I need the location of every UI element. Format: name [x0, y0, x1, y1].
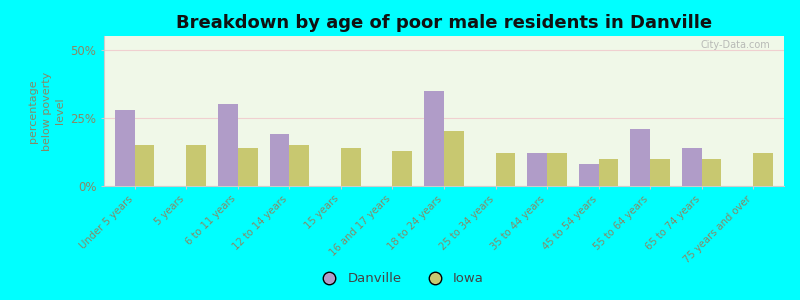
- Bar: [270, 134, 290, 186]
- Y-axis label: percentage
below poverty
level: percentage below poverty level: [29, 71, 65, 151]
- Bar: [341, 148, 361, 186]
- Bar: [425, 91, 444, 186]
- Bar: [598, 159, 618, 186]
- Bar: [186, 145, 206, 186]
- Bar: [115, 110, 135, 186]
- Bar: [238, 148, 258, 186]
- Bar: [393, 151, 412, 186]
- Bar: [444, 131, 463, 186]
- Bar: [527, 153, 547, 186]
- Bar: [495, 153, 515, 186]
- Bar: [547, 153, 566, 186]
- Legend: Danville, Iowa: Danville, Iowa: [310, 267, 490, 290]
- Bar: [290, 145, 309, 186]
- Bar: [218, 104, 238, 186]
- Text: City-Data.com: City-Data.com: [701, 40, 770, 50]
- Bar: [682, 148, 702, 186]
- Bar: [135, 145, 154, 186]
- Bar: [579, 164, 598, 186]
- Bar: [753, 153, 773, 186]
- Bar: [650, 159, 670, 186]
- Title: Breakdown by age of poor male residents in Danville: Breakdown by age of poor male residents …: [176, 14, 712, 32]
- Bar: [702, 159, 721, 186]
- Bar: [630, 129, 650, 186]
